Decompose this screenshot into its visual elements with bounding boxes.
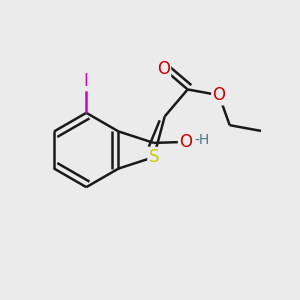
- Text: O: O: [157, 60, 170, 78]
- Text: -H: -H: [194, 133, 209, 147]
- Text: S: S: [148, 148, 159, 166]
- Text: O: O: [212, 86, 226, 104]
- Text: O: O: [179, 133, 192, 151]
- Text: I: I: [84, 72, 89, 90]
